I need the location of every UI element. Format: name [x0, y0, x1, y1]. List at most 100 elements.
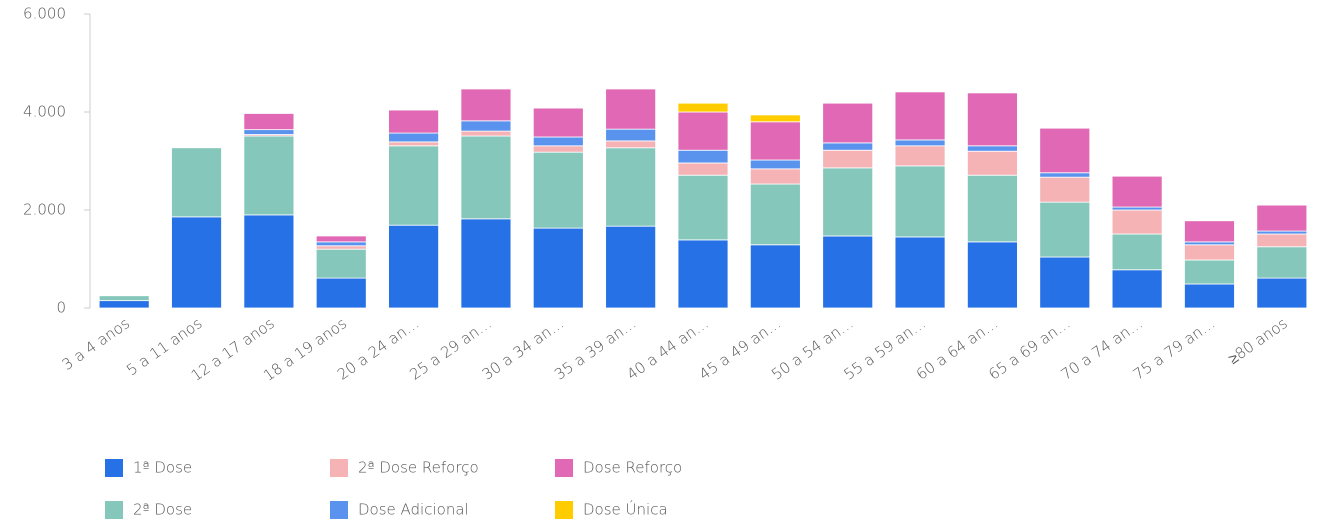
bar-segment	[605, 88, 657, 130]
bar-segment	[98, 295, 150, 302]
bar-segment	[749, 168, 801, 185]
bar-segment	[532, 136, 584, 147]
bar-segment	[894, 165, 946, 238]
legend-swatch	[330, 459, 348, 477]
bar-segment	[315, 241, 367, 247]
bar-segment	[822, 102, 874, 144]
bar-segment	[388, 224, 439, 309]
bar-segment	[243, 113, 295, 131]
bar-segment	[677, 149, 729, 164]
x-tick-label: 75 a 79 an…	[1130, 314, 1218, 383]
bar-segment	[1111, 269, 1163, 309]
bar-segment	[388, 145, 439, 226]
bar-segment	[605, 225, 657, 309]
bar-segment	[171, 216, 222, 309]
legend-swatch	[105, 459, 123, 477]
bar-segment	[749, 159, 801, 170]
bar-segment	[677, 162, 729, 176]
bar-segment	[388, 109, 439, 134]
bar-segment	[171, 147, 222, 218]
bar-segment	[1256, 204, 1308, 232]
bar-segment	[967, 241, 1018, 309]
bar-segment	[1256, 233, 1308, 248]
bar-segment	[1111, 175, 1163, 208]
y-tick-label: 6.000	[23, 5, 66, 23]
bar-segment	[460, 135, 512, 220]
bar-segment	[677, 174, 729, 241]
y-tick-label: 0	[56, 299, 66, 317]
bar-segment	[749, 183, 801, 246]
bar-segment	[1039, 127, 1091, 174]
bar-segment	[532, 227, 584, 309]
bar-segment	[1039, 201, 1091, 258]
bar-segment	[1111, 209, 1163, 235]
legend-label: 2ª Dose Reforço	[358, 459, 479, 477]
bar-segment	[532, 145, 584, 153]
bar-segment	[388, 132, 439, 143]
bar-segment	[315, 248, 367, 279]
legend-swatch	[105, 501, 123, 519]
bar-segment	[388, 141, 439, 147]
bar-segment	[1256, 246, 1308, 279]
bar-segment	[894, 91, 946, 141]
bar-segment	[894, 139, 946, 147]
bar-segment	[967, 174, 1018, 243]
bar-segment	[605, 128, 657, 142]
legend-label: Dose Única	[583, 500, 668, 519]
bar-segment	[98, 300, 150, 309]
y-tick-label: 4.000	[23, 103, 66, 121]
bar-segment	[1039, 256, 1091, 309]
bar-segment	[1184, 241, 1235, 246]
bar-segment	[1039, 176, 1091, 203]
bar-segment	[822, 167, 874, 237]
legend-label: Dose Adicional	[358, 501, 469, 519]
bar-segment	[1111, 206, 1163, 211]
bar-segment	[1256, 277, 1308, 309]
bar-segment	[1039, 172, 1091, 178]
bar-segment	[894, 145, 946, 167]
bar-segment	[243, 214, 295, 309]
x-tick-label: ≥80 anos	[1225, 314, 1291, 368]
bar-segment	[749, 121, 801, 161]
bar-segment	[967, 145, 1018, 152]
legend-label: 2ª Dose	[133, 501, 192, 519]
bar-segment	[1111, 233, 1163, 271]
bar-segment	[605, 140, 657, 149]
bar-segment	[677, 239, 729, 309]
bar-segment	[315, 277, 367, 309]
bar-segment	[822, 235, 874, 309]
bar-segment	[1256, 230, 1308, 235]
bar-segment	[532, 151, 584, 229]
bar-segment	[677, 111, 729, 151]
bar-segment	[967, 92, 1018, 147]
bar-segment	[243, 135, 295, 216]
legend-swatch	[555, 459, 573, 477]
legend-label: 1ª Dose	[133, 459, 192, 477]
bar-segment	[243, 129, 295, 135]
bar-segment	[749, 114, 801, 123]
legend-swatch	[330, 501, 348, 519]
bar-segment	[315, 235, 367, 243]
bar-segment	[460, 218, 512, 309]
bar-segment	[894, 236, 946, 309]
bar-segment	[1184, 220, 1235, 243]
bar-segment	[677, 102, 729, 113]
y-tick-label: 2.000	[23, 201, 66, 219]
x-tick-label: 3 a 4 anos	[59, 314, 133, 374]
bar-segment	[605, 147, 657, 227]
bar-segment	[749, 244, 801, 309]
bar-segment	[967, 150, 1018, 176]
bar-segment	[822, 149, 874, 169]
bar-segment	[460, 88, 512, 122]
bar-segment	[460, 130, 512, 137]
legend-label: Dose Reforço	[583, 459, 682, 477]
bar-segment	[1184, 259, 1235, 285]
bar-segment	[1184, 244, 1235, 261]
bar-segment	[1184, 283, 1235, 309]
legend-swatch	[555, 501, 573, 519]
bar-segment	[460, 120, 512, 132]
bar-segment	[315, 245, 367, 250]
bar-segment	[532, 107, 584, 138]
bar-segment	[822, 142, 874, 151]
